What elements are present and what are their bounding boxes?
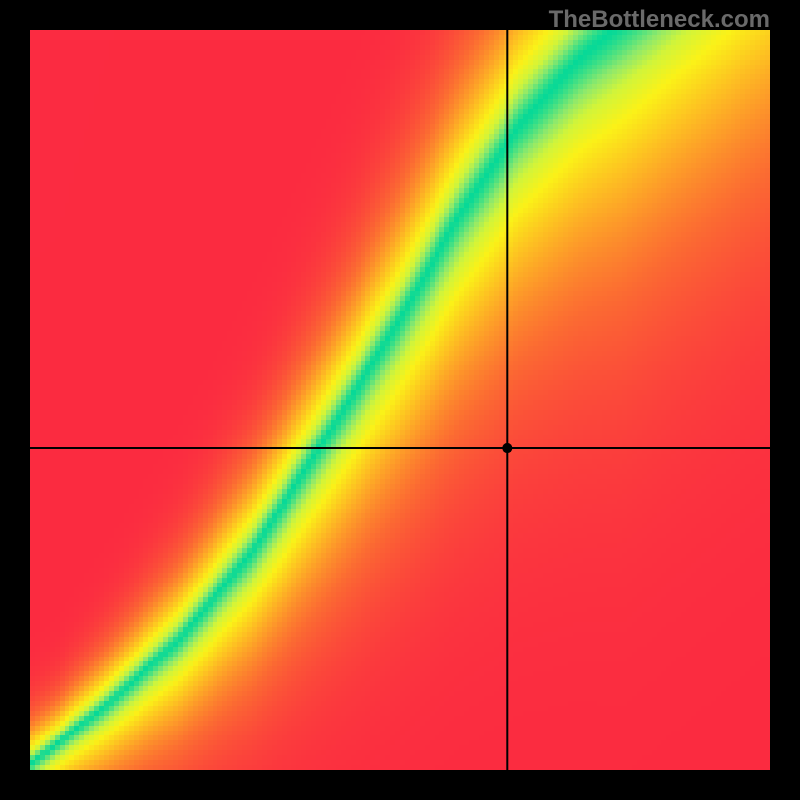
chart-container: { "attribution": { "text": "TheBottlenec… (0, 0, 800, 800)
attribution-watermark: TheBottleneck.com (549, 6, 770, 34)
crosshair-overlay (0, 0, 800, 800)
